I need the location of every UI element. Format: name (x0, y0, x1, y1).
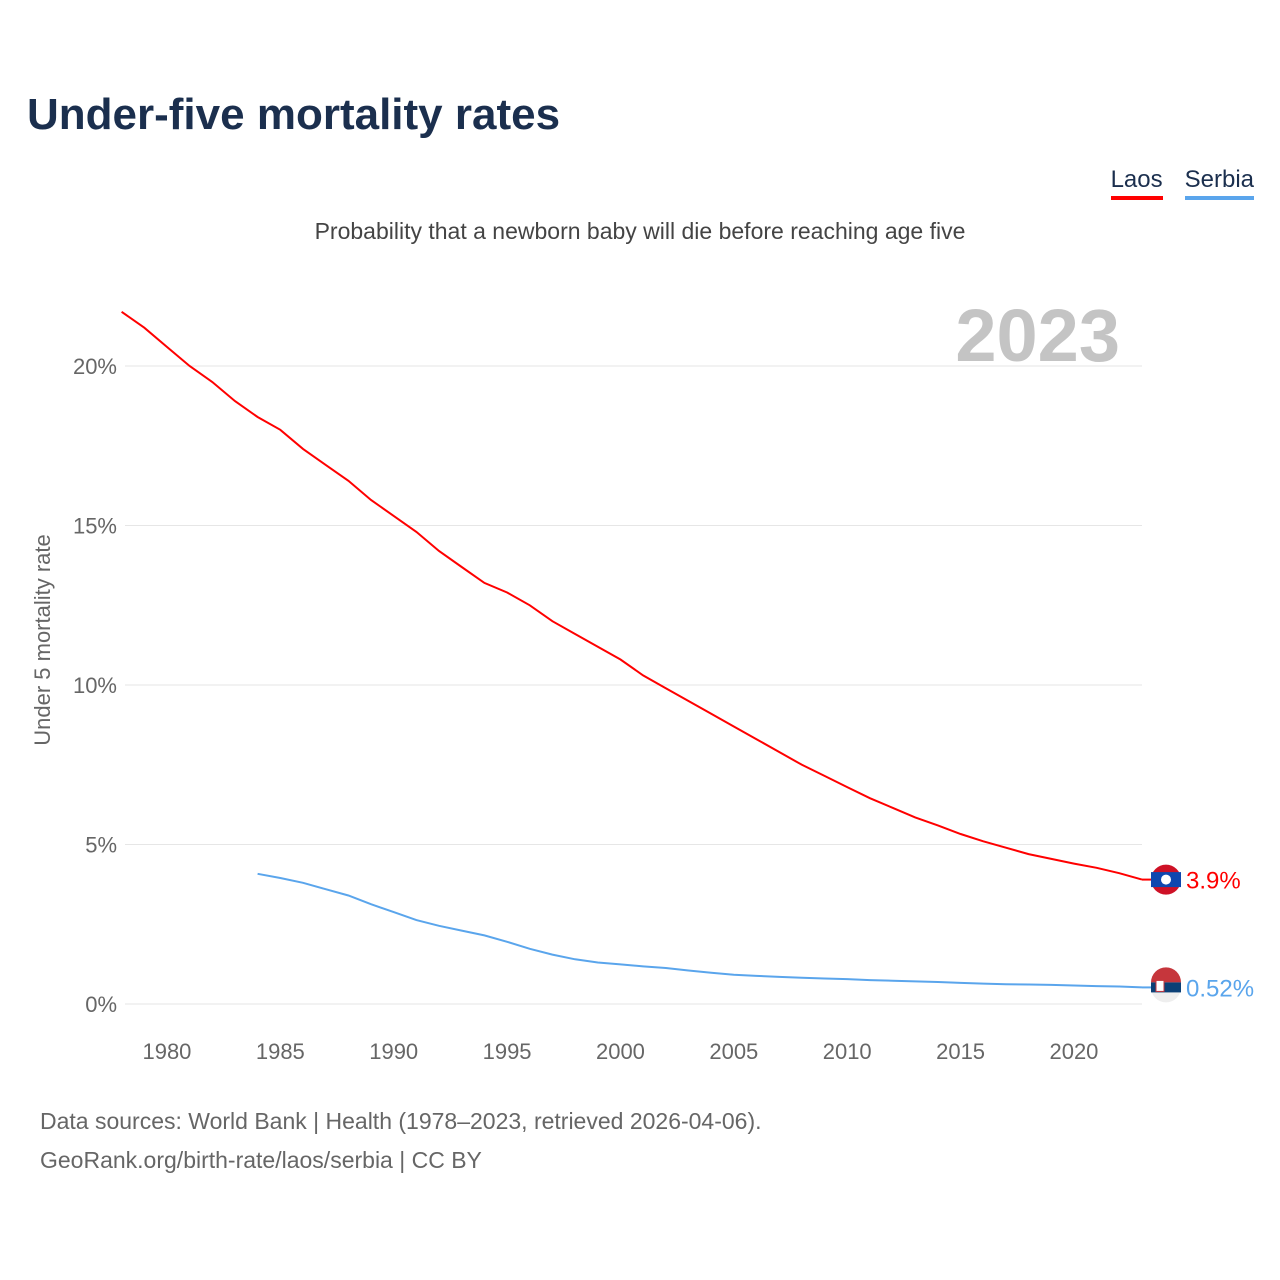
chart-subtitle: Probability that a newborn baby will die… (314, 218, 966, 244)
end-value-label: 0.52% (1186, 975, 1254, 1002)
series-line-serbia (257, 872, 1143, 989)
x-tick-label: 1980 (142, 1039, 191, 1064)
end-value-label: 3.9% (1186, 868, 1241, 895)
y-tick-label: 15% (73, 514, 117, 539)
x-tick-label: 2000 (596, 1039, 645, 1064)
y-tick-label: 5% (85, 833, 117, 858)
x-tick-label: 1995 (483, 1039, 532, 1064)
chart-title: Under-five mortality rates (27, 90, 561, 139)
serbia-flag-red (1151, 967, 1181, 983)
y-axis-label: Under 5 mortality rate (30, 534, 55, 746)
x-tick-label: 2010 (823, 1039, 872, 1064)
legend-serbia[interactable]: Serbia (1184, 166, 1254, 200)
footer-sources: Data sources: World Bank | Health (1978–… (40, 1108, 762, 1134)
legend: Laos Serbia (1110, 166, 1254, 200)
series-line-laos (121, 310, 1143, 881)
x-tick-label: 2005 (709, 1039, 758, 1064)
x-tick-label: 2020 (1049, 1039, 1098, 1064)
year-label: 2023 (955, 294, 1120, 377)
footer-credit[interactable]: GeoRank.org/birth-rate/laos/serbia | CC … (40, 1147, 482, 1173)
laos-flag-disc (1161, 874, 1171, 885)
legend-laos[interactable]: Laos (1110, 166, 1163, 200)
serbia-flag-blue (1151, 982, 1181, 993)
x-tick-label: 2015 (936, 1039, 985, 1064)
x-tick-label: 1990 (369, 1039, 418, 1064)
y-tick-label: 10% (73, 673, 117, 698)
y-tick-label: 0% (85, 992, 117, 1017)
y-tick-label: 20% (73, 354, 117, 379)
x-tick-label: 1985 (256, 1039, 305, 1064)
serbia-flag-emblem (1155, 979, 1165, 992)
